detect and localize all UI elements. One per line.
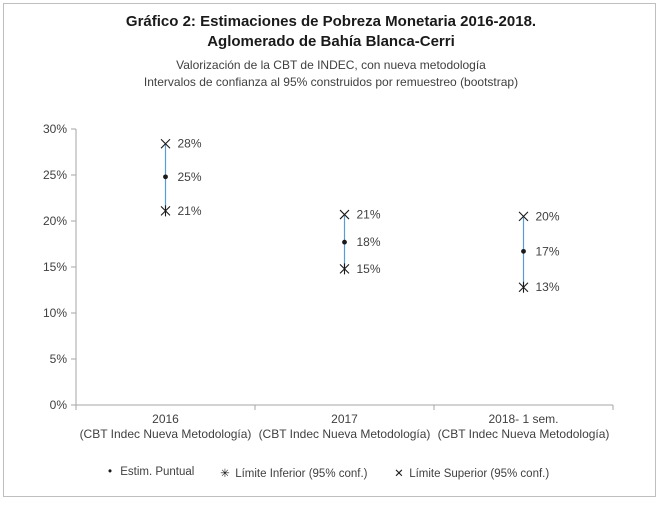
dot-marker-icon: • [107, 466, 113, 478]
y-tick-label: 20% [43, 214, 67, 228]
y-tick-label: 10% [43, 306, 67, 320]
y-tick-label: 15% [43, 260, 67, 274]
chart-subtitle-line2: Intervalos de confianza al 95% construid… [143, 75, 519, 89]
point-estimate-marker [342, 239, 347, 245]
legend-label-point: Estim. Puntual [120, 466, 195, 478]
x-tick-label: 2018- 1 sem. [488, 412, 558, 426]
y-tick-label: 0% [50, 398, 68, 412]
x-marker-icon: ✕ [394, 468, 404, 480]
x-tick-label: (CBT Indec Nueva Metodología) [259, 427, 431, 441]
upper-limit-label: 28% [178, 137, 202, 151]
x-tick-label: 2017 [331, 412, 358, 426]
point-estimate-label: 17% [536, 244, 560, 258]
y-tick-label: 25% [43, 168, 67, 182]
upper-limit-label: 20% [536, 209, 560, 223]
legend-label-lower: Límite Inferior (95% conf.) [235, 468, 368, 480]
point-estimate-marker [521, 248, 526, 254]
upper-limit-marker [339, 209, 350, 220]
lower-limit-label: 21% [178, 204, 202, 218]
y-tick-label: 30% [43, 122, 67, 136]
x-tick-label: 2016 [152, 412, 179, 426]
point-estimate-marker [163, 174, 168, 180]
chart-title-line2: Aglomerado de Bahía Blanca-Cerri [207, 33, 455, 50]
lower-limit-marker [160, 205, 171, 217]
legend-item-point: • Estim. Puntual [103, 466, 194, 478]
legend-item-upper: ✕ Límite Superior (95% conf.) [392, 466, 549, 480]
upper-limit-marker [160, 138, 171, 149]
asterisk-marker-icon: ✳ [220, 468, 230, 480]
lower-limit-marker [339, 263, 350, 275]
upper-limit-label: 21% [357, 208, 381, 222]
chart-frame [3, 3, 656, 497]
point-estimate-label: 18% [357, 235, 381, 249]
legend-label-upper: Límite Superior (95% conf.) [409, 468, 550, 480]
chart-title: Gráfico 2: Estimaciones de Pobreza Monet… [125, 13, 537, 30]
legend-item-lower: ✳ Límite Inferior (95% conf.) [218, 466, 368, 480]
upper-limit-marker [518, 211, 529, 222]
lower-limit-label: 13% [536, 280, 560, 294]
y-tick-label: 5% [50, 352, 68, 366]
lower-limit-marker [518, 281, 529, 293]
lower-limit-label: 15% [357, 262, 381, 276]
x-tick-label: (CBT Indec Nueva Metodología) [438, 427, 610, 441]
point-estimate-label: 25% [178, 170, 202, 184]
chart-subtitle: Valorización de la CBT de INDEC, con nue… [176, 58, 486, 72]
x-tick-label: (CBT Indec Nueva Metodología) [80, 427, 252, 441]
